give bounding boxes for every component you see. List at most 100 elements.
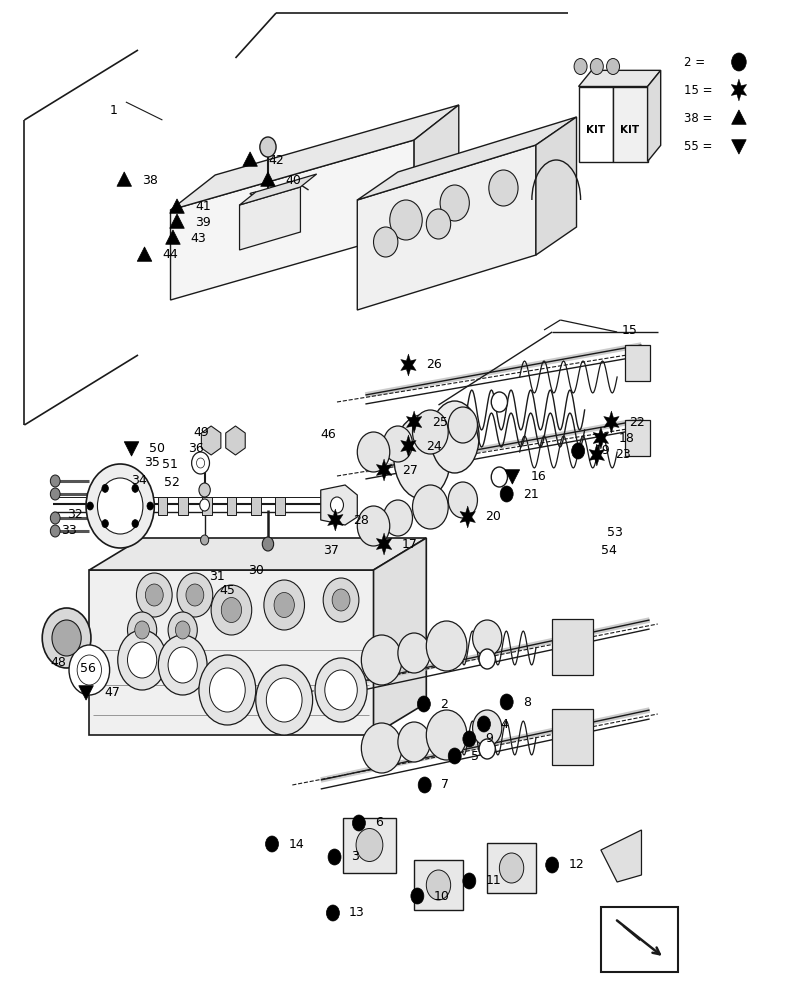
Polygon shape	[375, 533, 392, 555]
Text: 6: 6	[375, 816, 383, 830]
Circle shape	[478, 739, 495, 759]
Circle shape	[50, 512, 60, 524]
Text: 27: 27	[401, 464, 418, 477]
Text: 41: 41	[195, 200, 210, 214]
Text: 11: 11	[485, 874, 500, 888]
Polygon shape	[730, 79, 746, 101]
Circle shape	[145, 584, 163, 606]
Text: 34: 34	[131, 474, 147, 487]
Polygon shape	[201, 426, 221, 455]
Text: 4: 4	[500, 718, 508, 730]
Text: 33: 33	[61, 524, 76, 536]
Circle shape	[426, 870, 450, 900]
Text: 3: 3	[350, 850, 358, 863]
Polygon shape	[647, 70, 660, 161]
Circle shape	[262, 537, 273, 551]
Bar	[487, 843, 535, 893]
Circle shape	[199, 483, 210, 497]
Circle shape	[357, 506, 389, 546]
Circle shape	[426, 621, 466, 671]
Bar	[342, 818, 396, 872]
Text: 38: 38	[142, 174, 158, 186]
Circle shape	[127, 612, 157, 648]
Bar	[226, 497, 236, 515]
Text: 13: 13	[349, 906, 364, 920]
Circle shape	[488, 170, 517, 206]
Text: 5: 5	[470, 750, 478, 762]
Polygon shape	[137, 247, 152, 261]
Circle shape	[118, 630, 166, 690]
Circle shape	[200, 499, 209, 511]
Circle shape	[264, 580, 304, 630]
Text: 42: 42	[268, 153, 283, 166]
Text: 24: 24	[426, 440, 441, 452]
Polygon shape	[600, 830, 641, 882]
Text: 25: 25	[431, 416, 448, 428]
Polygon shape	[327, 509, 343, 531]
Text: 23: 23	[614, 448, 629, 462]
Text: 35: 35	[144, 456, 161, 468]
Circle shape	[383, 426, 412, 462]
Text: 19: 19	[594, 444, 609, 458]
Text: 52: 52	[164, 476, 180, 488]
Bar	[275, 497, 285, 515]
Circle shape	[440, 185, 469, 221]
Circle shape	[328, 849, 341, 865]
Circle shape	[373, 227, 397, 257]
Circle shape	[211, 585, 251, 635]
Circle shape	[260, 137, 276, 157]
Circle shape	[324, 670, 357, 710]
Text: 44: 44	[162, 248, 178, 261]
Circle shape	[361, 635, 401, 685]
Circle shape	[266, 678, 302, 722]
Circle shape	[196, 458, 204, 468]
Circle shape	[101, 484, 109, 492]
Circle shape	[330, 497, 343, 513]
Circle shape	[397, 633, 430, 673]
Text: 2: 2	[440, 698, 448, 710]
Text: 39: 39	[195, 216, 210, 229]
Circle shape	[101, 520, 108, 528]
Bar	[624, 345, 649, 381]
Circle shape	[499, 853, 523, 883]
Polygon shape	[357, 117, 576, 200]
Bar	[624, 420, 649, 456]
Circle shape	[573, 58, 586, 75]
Bar	[551, 709, 592, 765]
Circle shape	[168, 612, 197, 648]
Text: 47: 47	[104, 686, 120, 698]
Bar	[251, 497, 260, 515]
Text: 45: 45	[219, 584, 235, 596]
Circle shape	[332, 589, 350, 611]
Polygon shape	[242, 152, 257, 166]
Circle shape	[50, 475, 60, 487]
Text: KIT: KIT	[620, 125, 638, 135]
Circle shape	[448, 482, 477, 518]
Polygon shape	[373, 538, 426, 735]
Circle shape	[50, 525, 60, 537]
Circle shape	[135, 621, 149, 639]
Circle shape	[191, 452, 209, 474]
Text: 22: 22	[629, 416, 644, 428]
Text: 48: 48	[50, 656, 67, 668]
Circle shape	[97, 478, 143, 534]
Polygon shape	[731, 140, 745, 154]
Text: 21: 21	[522, 488, 538, 500]
Circle shape	[472, 710, 501, 746]
Circle shape	[606, 58, 619, 75]
Polygon shape	[169, 214, 184, 228]
Circle shape	[158, 635, 207, 695]
Circle shape	[590, 58, 603, 75]
Circle shape	[361, 723, 401, 773]
Circle shape	[177, 573, 212, 617]
Text: 55 =: 55 =	[683, 139, 715, 152]
Circle shape	[274, 592, 294, 617]
Text: 28: 28	[353, 514, 369, 526]
Text: 9: 9	[485, 732, 493, 746]
Polygon shape	[124, 442, 139, 456]
Bar	[551, 619, 592, 675]
Polygon shape	[577, 70, 660, 87]
Circle shape	[265, 836, 278, 852]
Circle shape	[168, 647, 197, 683]
Circle shape	[315, 658, 367, 722]
